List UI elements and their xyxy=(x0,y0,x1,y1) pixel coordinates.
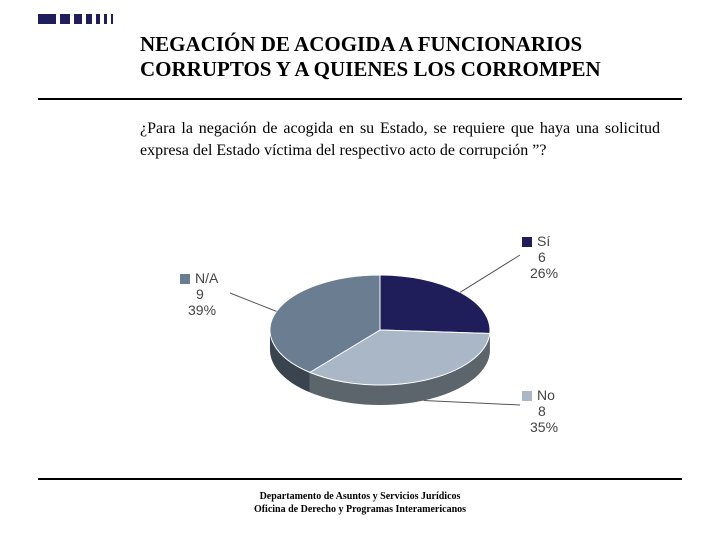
legend-no-count: 8 xyxy=(538,403,546,419)
footer-line2: Oficina de Derecho y Programas Interamer… xyxy=(254,504,466,515)
slide-question: ¿Para la negación de acogida en su Estad… xyxy=(140,118,660,161)
footer: Departamento de Asuntos y Servicios Jurí… xyxy=(0,490,720,516)
accent-bar xyxy=(38,14,148,24)
footer-line1: Departamento de Asuntos y Servicios Jurí… xyxy=(260,491,461,502)
legend-si: Sí 6 26% xyxy=(522,233,558,281)
leader-line xyxy=(230,293,277,311)
legend-si-count: 6 xyxy=(538,249,546,265)
legend-no: No 8 35% xyxy=(522,387,558,435)
rule-bottom xyxy=(38,478,682,480)
legend-na-count: 9 xyxy=(196,286,204,302)
pie-chart: N/A 9 39% Sí 6 26% No 8 35% xyxy=(170,215,590,450)
rule-top xyxy=(38,98,682,100)
legend-na: N/A 9 39% xyxy=(180,270,218,318)
slide-title: NEGACIÓN DE ACOGIDA A FUNCIONARIOS CORRU… xyxy=(140,32,660,82)
legend-si-label: Sí xyxy=(537,233,550,249)
legend-no-swatch xyxy=(522,391,532,401)
legend-na-label: N/A xyxy=(195,270,218,286)
leader-line xyxy=(460,255,520,292)
legend-no-percent: 35% xyxy=(530,419,558,435)
legend-na-swatch xyxy=(180,274,190,284)
legend-na-percent: 39% xyxy=(188,302,216,318)
legend-no-label: No xyxy=(537,387,555,403)
legend-si-percent: 26% xyxy=(530,265,558,281)
leader-line xyxy=(424,400,520,405)
legend-si-swatch xyxy=(522,237,532,247)
